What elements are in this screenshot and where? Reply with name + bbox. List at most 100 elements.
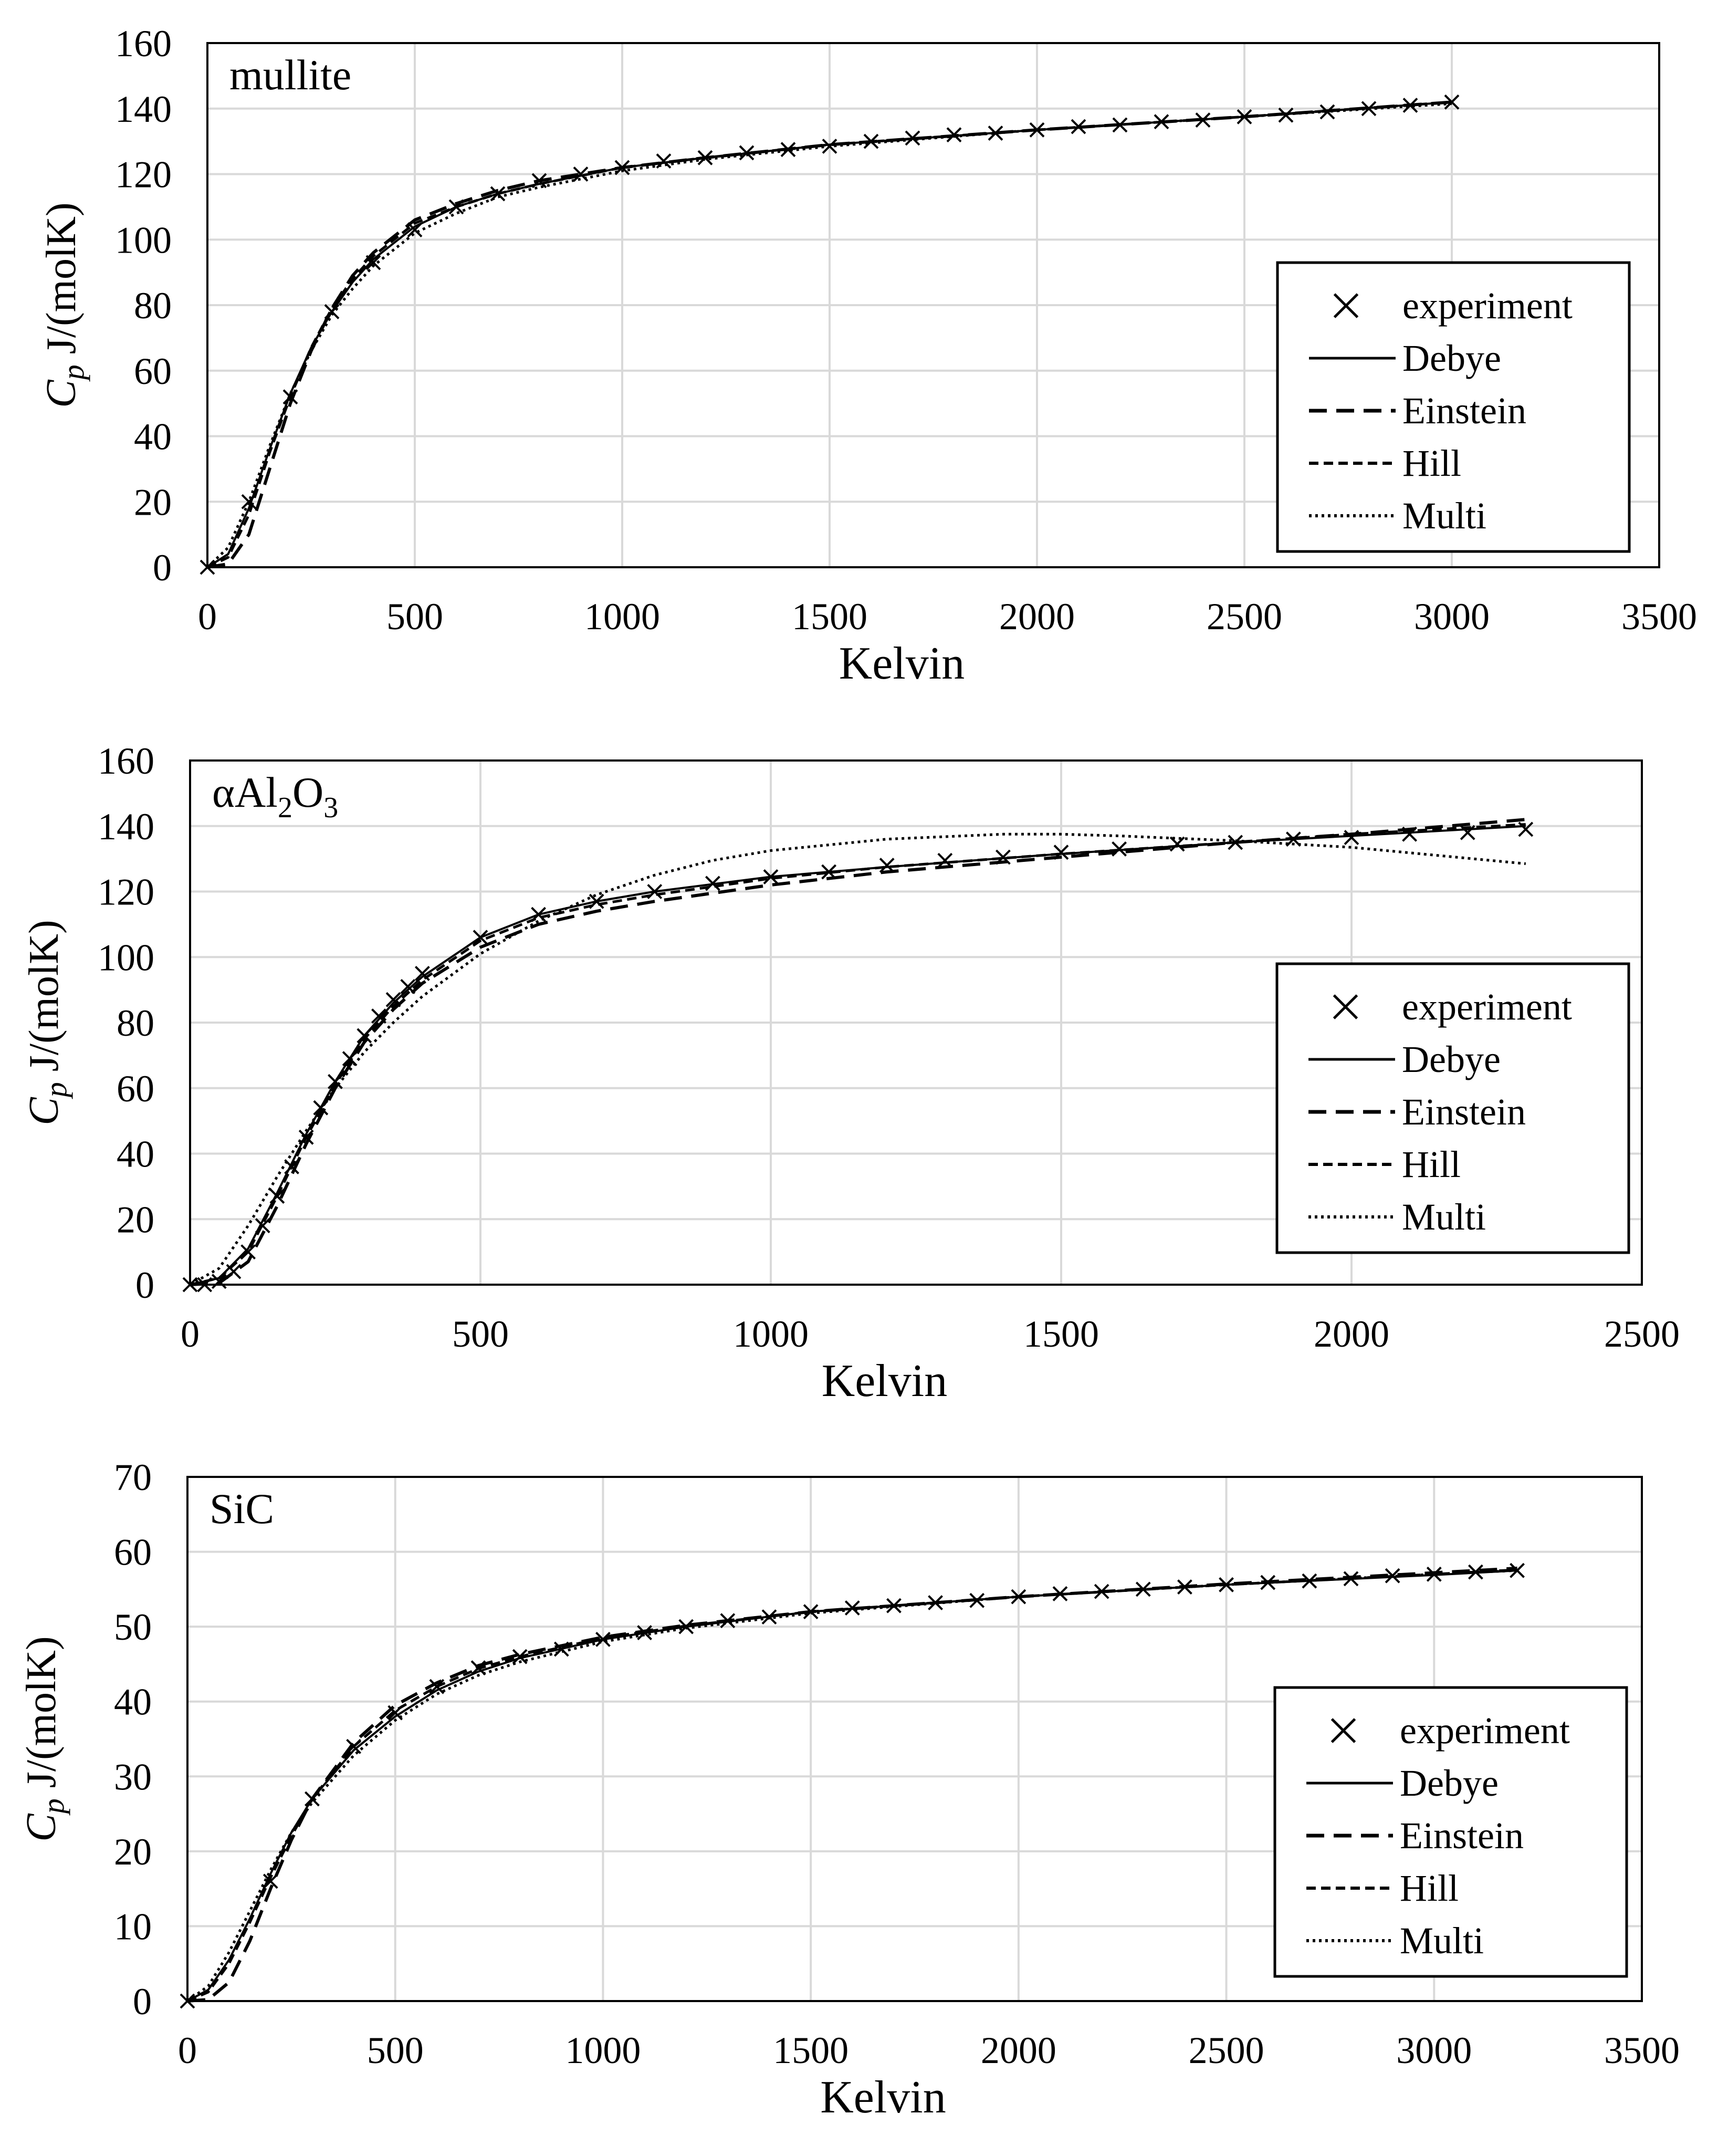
- x-axis-label: Kelvin: [839, 638, 965, 689]
- y-tick-label: 30: [114, 1756, 152, 1798]
- legend-label-debye: Debye: [1402, 1038, 1501, 1080]
- x-tick-label: 0: [198, 596, 217, 638]
- y-tick-label: 80: [134, 285, 172, 327]
- experiment-point: [879, 858, 895, 873]
- x-tick-label: 0: [181, 1313, 200, 1355]
- legend-label-multi: Multi: [1400, 1920, 1484, 1962]
- chart-title: SiC: [209, 1485, 274, 1533]
- legend-swatch-experiment: [1333, 994, 1358, 1019]
- y-tick-label: 140: [98, 806, 154, 848]
- y-tick-label: 160: [98, 740, 154, 782]
- series-line-multi: [186, 1569, 1517, 2003]
- x-tick-label: 2000: [981, 2029, 1056, 2071]
- legend-label-experiment: experiment: [1400, 1710, 1570, 1752]
- experiment-point: [937, 852, 953, 868]
- x-tick-label: 500: [367, 2029, 424, 2071]
- y-tick-label: 60: [117, 1068, 154, 1110]
- x-tick-label: 500: [386, 596, 443, 638]
- plot-area-border: [186, 1476, 1643, 2002]
- x-tick-label: 1000: [584, 596, 660, 638]
- legend-label-hill: Hill: [1402, 442, 1461, 484]
- legend-label-hill: Hill: [1400, 1867, 1459, 1909]
- series-line-hill: [190, 823, 1526, 1286]
- x-tick-label: 500: [452, 1313, 509, 1355]
- x-tick-label: 0: [178, 2029, 197, 2071]
- y-axis-label: Cp J/(molK): [18, 1636, 70, 1841]
- y-tick-label: 50: [114, 1606, 152, 1648]
- y-tick-label: 20: [134, 481, 172, 523]
- y-tick-label: 10: [114, 1905, 152, 1947]
- chart-title: αAl2O3: [212, 768, 338, 824]
- y-tick-label: 20: [117, 1199, 154, 1241]
- plot-area-border: [206, 42, 1660, 568]
- y-tick-label: 120: [115, 154, 172, 196]
- legend-swatch-experiment: [1331, 1718, 1356, 1743]
- legend: experiment Debye Einstein Hill Multi: [1275, 962, 1630, 1254]
- y-tick-label: 70: [114, 1456, 152, 1498]
- y-tick-label: 20: [114, 1831, 152, 1873]
- x-tick-label: 1500: [1023, 1313, 1099, 1355]
- legend-label-debye: Debye: [1400, 1762, 1499, 1804]
- y-tick-label: 40: [117, 1133, 154, 1175]
- legend-label-einstein: Einstein: [1402, 390, 1526, 432]
- y-tick-label: 0: [133, 1981, 152, 2023]
- series-line-einstein: [207, 100, 1452, 569]
- experiment-point: [1444, 94, 1460, 110]
- legend-label-experiment: experiment: [1402, 986, 1572, 1028]
- x-tick-label: 3000: [1396, 2029, 1472, 2071]
- legend-box: [1273, 1686, 1628, 1978]
- legend-label-debye: Debye: [1402, 337, 1501, 379]
- y-tick-label: 0: [135, 1264, 154, 1306]
- y-tick-label: 60: [114, 1532, 152, 1574]
- x-tick-label: 2000: [999, 596, 1075, 638]
- x-tick-label: 1000: [733, 1313, 809, 1355]
- x-tick-label: 3000: [1414, 596, 1490, 638]
- y-tick-label: 160: [115, 23, 172, 65]
- experiment-point: [1385, 1568, 1400, 1584]
- x-tick-label: 1500: [773, 2029, 848, 2071]
- legend-label-einstein: Einstein: [1402, 1091, 1526, 1133]
- series-line-hill: [206, 100, 1452, 569]
- y-tick-label: 40: [114, 1681, 152, 1723]
- legend-label-experiment: experiment: [1402, 285, 1573, 327]
- legend-label-hill: Hill: [1402, 1143, 1461, 1185]
- y-tick-label: 0: [153, 547, 172, 589]
- x-tick-label: 2500: [1189, 2029, 1264, 2071]
- x-tick-label: 2000: [1314, 1313, 1389, 1355]
- legend-box: [1276, 261, 1631, 553]
- y-tick-label: 100: [98, 936, 154, 978]
- y-tick-label: 100: [115, 219, 172, 261]
- x-tick-label: 2500: [1604, 1313, 1680, 1355]
- x-tick-label: 1000: [565, 2029, 641, 2071]
- series-line-multi: [206, 102, 1452, 568]
- series-line-einstein: [190, 818, 1526, 1286]
- chart-sic: 0 500 1000 1500 2000 2500 3000 3500 0 10 20 30 40 50 6…: [18, 1456, 1680, 2123]
- y-tick-label: 60: [134, 350, 172, 392]
- y-tick-label: 140: [115, 88, 172, 130]
- x-axis-label: Kelvin: [822, 1356, 948, 1407]
- y-axis-label: Cp J/(molK): [38, 202, 90, 408]
- x-tick-label: 3500: [1621, 596, 1697, 638]
- y-tick-label: 40: [134, 416, 172, 458]
- x-tick-label: 1500: [792, 596, 867, 638]
- legend: experiment Debye Einstein Hill Multi: [1276, 261, 1631, 553]
- plot-area-border: [189, 759, 1643, 1286]
- chart-al2o3: 0 500 1000 1500 2000 2500 0 20 40 60 80 100 120 140 16…: [21, 740, 1680, 1407]
- chart-title: mullite: [229, 51, 351, 99]
- legend-box: [1275, 962, 1630, 1254]
- experiment-point: [1278, 107, 1294, 123]
- y-tick-label: 80: [117, 1002, 154, 1044]
- legend: experiment Debye Einstein Hill Multi: [1273, 1686, 1628, 1978]
- chart-mullite: 0 500 1000 1500 2000 2500 3000 3500 0 20 40 60 80 100…: [38, 23, 1697, 689]
- series-line-debye: [190, 825, 1526, 1286]
- experiment-point: [1169, 836, 1185, 852]
- legend-swatch-experiment: [1333, 293, 1359, 318]
- y-tick-label: 120: [98, 871, 154, 913]
- x-tick-label: 2500: [1207, 596, 1282, 638]
- legend-label-multi: Multi: [1402, 1196, 1486, 1238]
- legend-label-multi: Multi: [1402, 495, 1486, 537]
- x-axis-label: Kelvin: [820, 2072, 946, 2123]
- x-tick-label: 3500: [1604, 2029, 1680, 2071]
- legend-label-einstein: Einstein: [1400, 1815, 1524, 1857]
